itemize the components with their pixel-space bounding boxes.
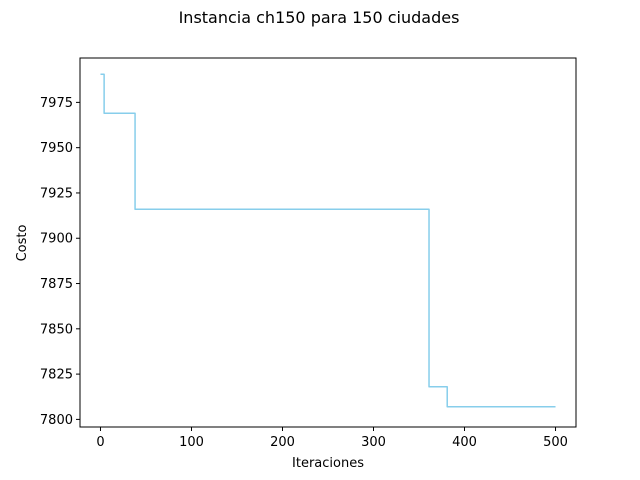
x-axis-ticks: 0 100 200 300 400 500	[96, 427, 568, 450]
x-tick-label: 300	[361, 435, 386, 450]
y-tick-label: 7825	[40, 368, 73, 383]
x-tick-label: 500	[543, 435, 568, 450]
x-tick-label: 100	[179, 435, 204, 450]
y-axis-label: Costo	[15, 225, 30, 262]
series-layer	[100, 73, 556, 408]
x-tick-label: 400	[452, 435, 477, 450]
plot-frame	[79, 57, 577, 428]
chart-title: Instancia ch150 para 150 ciudades	[179, 8, 460, 27]
y-tick-label: 7800	[40, 413, 73, 428]
y-tick-label: 7950	[40, 141, 73, 156]
x-axis-label: Iteraciones	[292, 456, 364, 471]
y-tick-label: 7900	[40, 232, 73, 247]
y-tick-label: 7925	[40, 186, 73, 201]
y-tick-label: 7975	[40, 96, 73, 111]
x-tick-label: 0	[96, 435, 104, 450]
y-tick-label: 7875	[40, 277, 73, 292]
y-tick-label: 7850	[40, 322, 73, 337]
y-axis-ticks: 7800 7825 7850 7875 7900 7925 7950 7975	[40, 96, 80, 428]
x-tick-label: 200	[270, 435, 295, 450]
plot-area	[79, 57, 577, 428]
series-line-costo	[100, 73, 556, 408]
